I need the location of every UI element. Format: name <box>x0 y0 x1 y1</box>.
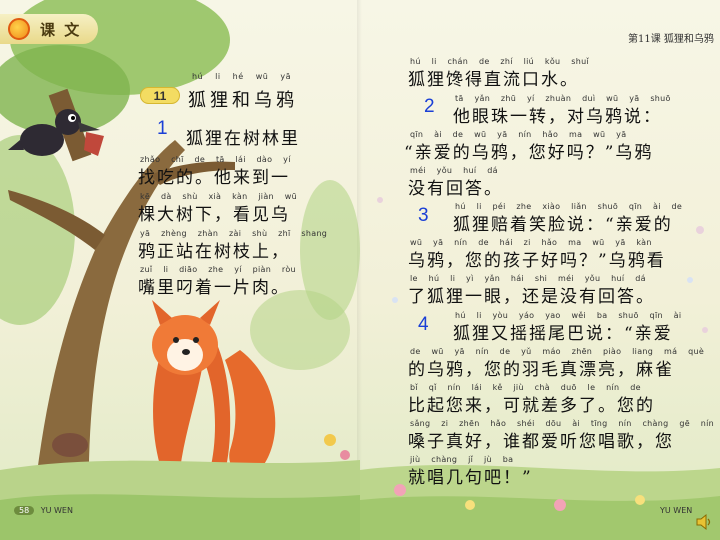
lesson-number-badge: 11 <box>140 87 180 104</box>
text-line: 狐狸在树林里 <box>186 129 300 149</box>
sun-icon <box>8 18 30 40</box>
paragraph-number: 1 <box>157 118 168 139</box>
pinyin-line: hú li yòu yáo yao wěi ba shuō qīn ài <box>455 311 682 320</box>
text-line: 的乌鸦，您的羽毛真漂亮，麻雀 <box>408 360 674 380</box>
text-line: 乌鸦，您的孩子好吗？”乌鸦看 <box>408 251 666 271</box>
pinyin-line: de wū yā nín de yǔ máo zhēn piào liang m… <box>410 347 705 356</box>
page-gutter <box>357 0 362 540</box>
lesson-title: 狐狸和乌鸦 <box>188 90 298 111</box>
pinyin-line: jiù chàng jǐ jù ba <box>410 455 514 464</box>
grass <box>0 433 720 540</box>
pinyin-line: wū yā nín de hái zi hǎo ma wū yā kàn <box>410 238 652 247</box>
text-line: 狐狸又摇摇尾巴说：“亲爱 <box>453 324 673 344</box>
paragraph-number: 4 <box>418 314 429 335</box>
pinyin-line: hú li chán de zhí liú kǒu shuǐ <box>410 57 589 66</box>
pinyin-line: méi yǒu huí dá <box>410 166 498 175</box>
pinyin-line: zuǐ li diāo zhe yí piàn ròu <box>140 265 296 274</box>
page-footer-right: YU WEN <box>660 506 693 515</box>
footer-subject: YU WEN <box>40 506 73 515</box>
page-number: 58 <box>14 506 35 515</box>
section-label: 课 文 <box>40 21 82 39</box>
text-line: 比起您来，可就差多了。您的 <box>408 396 655 416</box>
text-line: 嘴里叼着一片肉。 <box>138 278 290 298</box>
text-line: 没有回答。 <box>408 179 503 199</box>
title-pinyin: hú li hé wū yā <box>192 72 291 81</box>
text-line: 狐狸赔着笑脸说：“亲爱的 <box>453 215 673 235</box>
pinyin-line: sǎng zi zhēn hǎo shéi dōu ài tīng nín ch… <box>410 419 715 428</box>
page-header: 第11课 狐狸和乌鸦 <box>628 34 714 45</box>
pinyin-line: hú li péi zhe xiào liǎn shuō qīn ài de <box>455 202 683 211</box>
text-line: 狐狸馋得直流口水。 <box>408 70 579 90</box>
pinyin-line: bǐ qǐ nín lái kě jiù chà duō le nín de <box>410 383 641 392</box>
decorative-flowers <box>377 197 708 333</box>
text-line: 棵大树下，看见乌 <box>138 205 290 225</box>
text-line: 嗓子真好，谁都爱听您唱歌，您 <box>408 432 674 452</box>
page-footer-left: 58 YU WEN <box>14 506 73 515</box>
paragraph-number: 2 <box>424 96 435 117</box>
text-line: 他眼珠一转，对乌鸦说： <box>453 107 662 127</box>
text-line: 了狐狸一眼，还是没有回答。 <box>408 287 655 307</box>
text-line: “亲爱的乌鸦，您好吗？”乌鸦 <box>404 143 654 163</box>
text-line: 就唱几句吧！” <box>408 468 533 488</box>
pinyin-line: qīn ài de wū yā nín hǎo ma wū yā <box>410 130 627 139</box>
pinyin-line: kē dà shù xià kàn jiàn wū <box>140 192 297 201</box>
text-line: 找吃的。他来到一 <box>138 168 290 188</box>
pinyin-line: le hú li yì yǎn hái shi méi yǒu huí dá <box>410 274 646 283</box>
pinyin-line: zhǎo chī de tā lái dào yí <box>140 155 291 164</box>
speaker-icon[interactable] <box>694 512 714 532</box>
crow-illustration <box>8 109 104 156</box>
paragraph-number: 3 <box>418 205 429 226</box>
text-line: 鸦正站在树枝上， <box>138 242 290 262</box>
pinyin-line: yā zhèng zhàn zài shù zhī shang <box>140 229 328 238</box>
pinyin-line: tā yǎn zhū yí zhuàn duì wū yā shuō <box>455 94 671 103</box>
